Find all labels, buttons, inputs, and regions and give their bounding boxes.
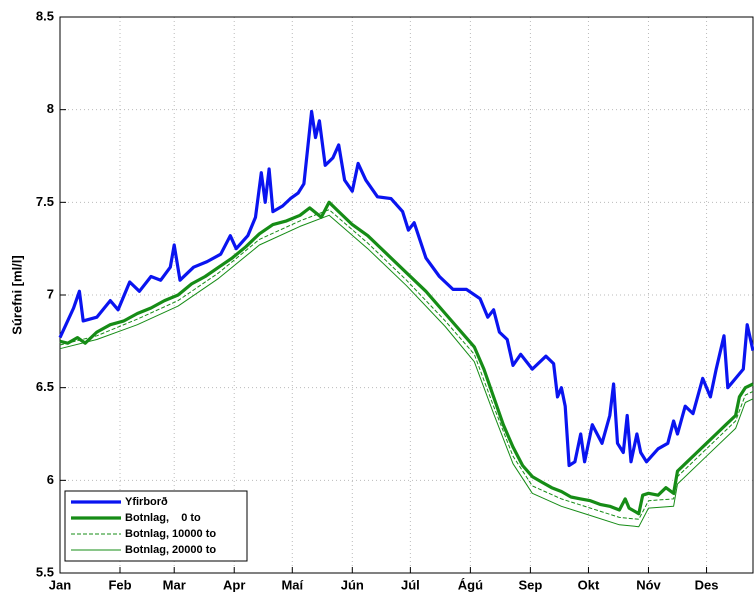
data-line: [58, 109, 754, 468]
x-tick-label: Ágú: [458, 577, 483, 592]
legend-label: Botnlag, 0 to: [125, 512, 201, 524]
y-tick-label: 6: [47, 472, 54, 487]
x-tick-label: Apr: [223, 577, 245, 592]
x-tick-label: Nóv: [636, 577, 661, 592]
x-tick-label: Jan: [49, 577, 71, 592]
data-line: [59, 209, 754, 520]
plot-frame: [59, 16, 754, 574]
legend-label: Botnlag, 10000 to: [125, 528, 216, 540]
y-tick-label: 7: [47, 286, 54, 301]
x-tick-label: Okt: [578, 577, 600, 592]
x-tick-label: Júl: [401, 577, 420, 592]
y-axis-label: Súrefni [ml/l]: [9, 255, 24, 334]
y-tick-label: 8: [47, 101, 54, 116]
x-tick-label: Des: [695, 577, 719, 592]
legend-label: Yfirborð: [125, 496, 168, 508]
x-tick-label: Feb: [108, 577, 131, 592]
data-line: [59, 214, 754, 528]
x-tick-label: Sep: [518, 577, 542, 592]
x-tick-label: Mar: [163, 577, 186, 592]
y-tick-label: 6.5: [36, 379, 54, 394]
data-line: [59, 200, 754, 516]
x-tick-label: Jún: [341, 577, 364, 592]
y-tick-label: 5.5: [36, 564, 54, 579]
y-tick-label: 8.5: [36, 8, 54, 23]
legend-label: Botnlag, 20000 to: [125, 544, 216, 556]
x-tick-label: Maí: [281, 577, 303, 592]
y-tick-label: 7.5: [36, 194, 54, 209]
